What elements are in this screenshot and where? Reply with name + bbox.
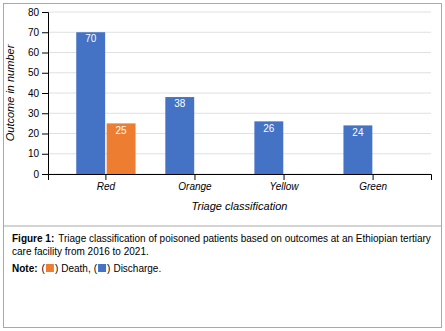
grid-line — [48, 32, 431, 33]
legend-entry: Discharge — [113, 263, 158, 274]
bar — [343, 125, 372, 174]
grid-line — [48, 93, 431, 94]
tick-mark — [42, 113, 48, 114]
caption-text: care facility from 2016 to 2021. — [12, 246, 149, 257]
bar — [374, 174, 403, 175]
x-tick: Red — [97, 174, 116, 192]
tick-label: 70 — [28, 27, 40, 38]
bars — [76, 32, 372, 174]
axis-line — [42, 13, 49, 175]
x-axis: Red Orange Yellow Green — [49, 174, 432, 192]
grid-line — [48, 72, 431, 73]
data-label: 25 — [116, 125, 128, 136]
y-tick: 20 — [28, 128, 48, 139]
figure-border — [4, 4, 442, 328]
y-tick: 50 — [28, 67, 48, 78]
tick-label: 80 — [28, 7, 40, 18]
bar — [254, 121, 283, 174]
note-label: Note: — [12, 263, 38, 274]
grid-line — [48, 133, 431, 134]
tick-mark — [42, 174, 48, 175]
tick-mark — [42, 73, 48, 74]
tick-label: 60 — [28, 47, 40, 58]
tick-mark — [42, 154, 48, 155]
caption: Figure 1: Triage classification of poison… — [12, 233, 431, 274]
tick-label: 20 — [28, 128, 40, 139]
y-tick: 70 — [28, 27, 48, 38]
note-text: ) — [55, 263, 58, 274]
tick-mark — [105, 174, 106, 180]
tick-mark — [42, 12, 48, 13]
chart-svg: 70 38 26 24 25 0 10 20 30 40 50 60 70 80 Red Orange Yell… — [0, 0, 445, 331]
tick-label: Orange — [178, 181, 212, 192]
tick-label: Green — [359, 181, 387, 192]
data-label: 26 — [263, 123, 275, 134]
tick-label: 10 — [28, 148, 40, 159]
grid-line — [48, 52, 431, 53]
bar — [165, 97, 194, 174]
data-labels: 70 38 26 24 25 — [85, 33, 364, 137]
x-tick: Orange — [178, 174, 212, 192]
data-label: 70 — [85, 33, 97, 44]
y-tick: 10 — [28, 148, 48, 159]
x-tick: Yellow — [270, 174, 300, 192]
tick-mark — [373, 174, 374, 180]
grid — [48, 12, 431, 174]
grid-line — [48, 12, 431, 13]
legend-swatch — [98, 264, 106, 272]
tick-label: 0 — [33, 169, 39, 180]
x-tick: Green — [359, 174, 387, 192]
bar — [196, 174, 225, 175]
tick-mark — [42, 93, 48, 94]
note-text: . — [158, 263, 161, 274]
tick-label: 50 — [28, 67, 40, 78]
y-axis-title: Outcome in number — [4, 43, 16, 141]
legend-entry: Death — [61, 263, 88, 274]
note-text: ( — [94, 263, 98, 274]
bar — [285, 174, 314, 175]
legend-swatch — [46, 264, 54, 272]
data-label: 24 — [352, 127, 364, 138]
tick-mark — [284, 174, 285, 180]
grid-line — [48, 113, 431, 114]
bar — [76, 32, 105, 174]
grid-line — [48, 153, 431, 154]
tick-mark — [194, 174, 195, 180]
tick-label: 40 — [28, 88, 40, 99]
x-axis-title: Triage classification — [192, 200, 288, 212]
y-tick: 40 — [28, 88, 48, 99]
axis-line — [49, 175, 432, 181]
y-tick: 0 — [33, 169, 48, 180]
note-text: ( — [42, 263, 46, 274]
note-text: ) — [107, 263, 110, 274]
tick-label: Yellow — [270, 181, 300, 192]
data-label: 38 — [174, 98, 186, 109]
caption-text: Triage classification of poisoned patien… — [58, 233, 431, 244]
bar — [107, 123, 136, 174]
note-text: , — [88, 263, 91, 274]
plot-area: 70 38 26 24 25 0 10 20 30 40 50 60 70 80 Red Orange Yell… — [28, 7, 432, 192]
y-tick: 60 — [28, 47, 48, 58]
tick-mark — [42, 32, 48, 33]
y-tick: 80 — [28, 7, 48, 18]
tick-label: 30 — [28, 108, 40, 119]
caption-label: Figure 1: — [12, 233, 54, 244]
caption-separator — [4, 226, 442, 227]
y-axis: 0 10 20 30 40 50 60 70 80 — [28, 7, 49, 180]
y-tick: 30 — [28, 108, 48, 119]
tick-mark — [42, 53, 48, 54]
tick-mark — [42, 134, 48, 135]
tick-label: Red — [97, 181, 116, 192]
